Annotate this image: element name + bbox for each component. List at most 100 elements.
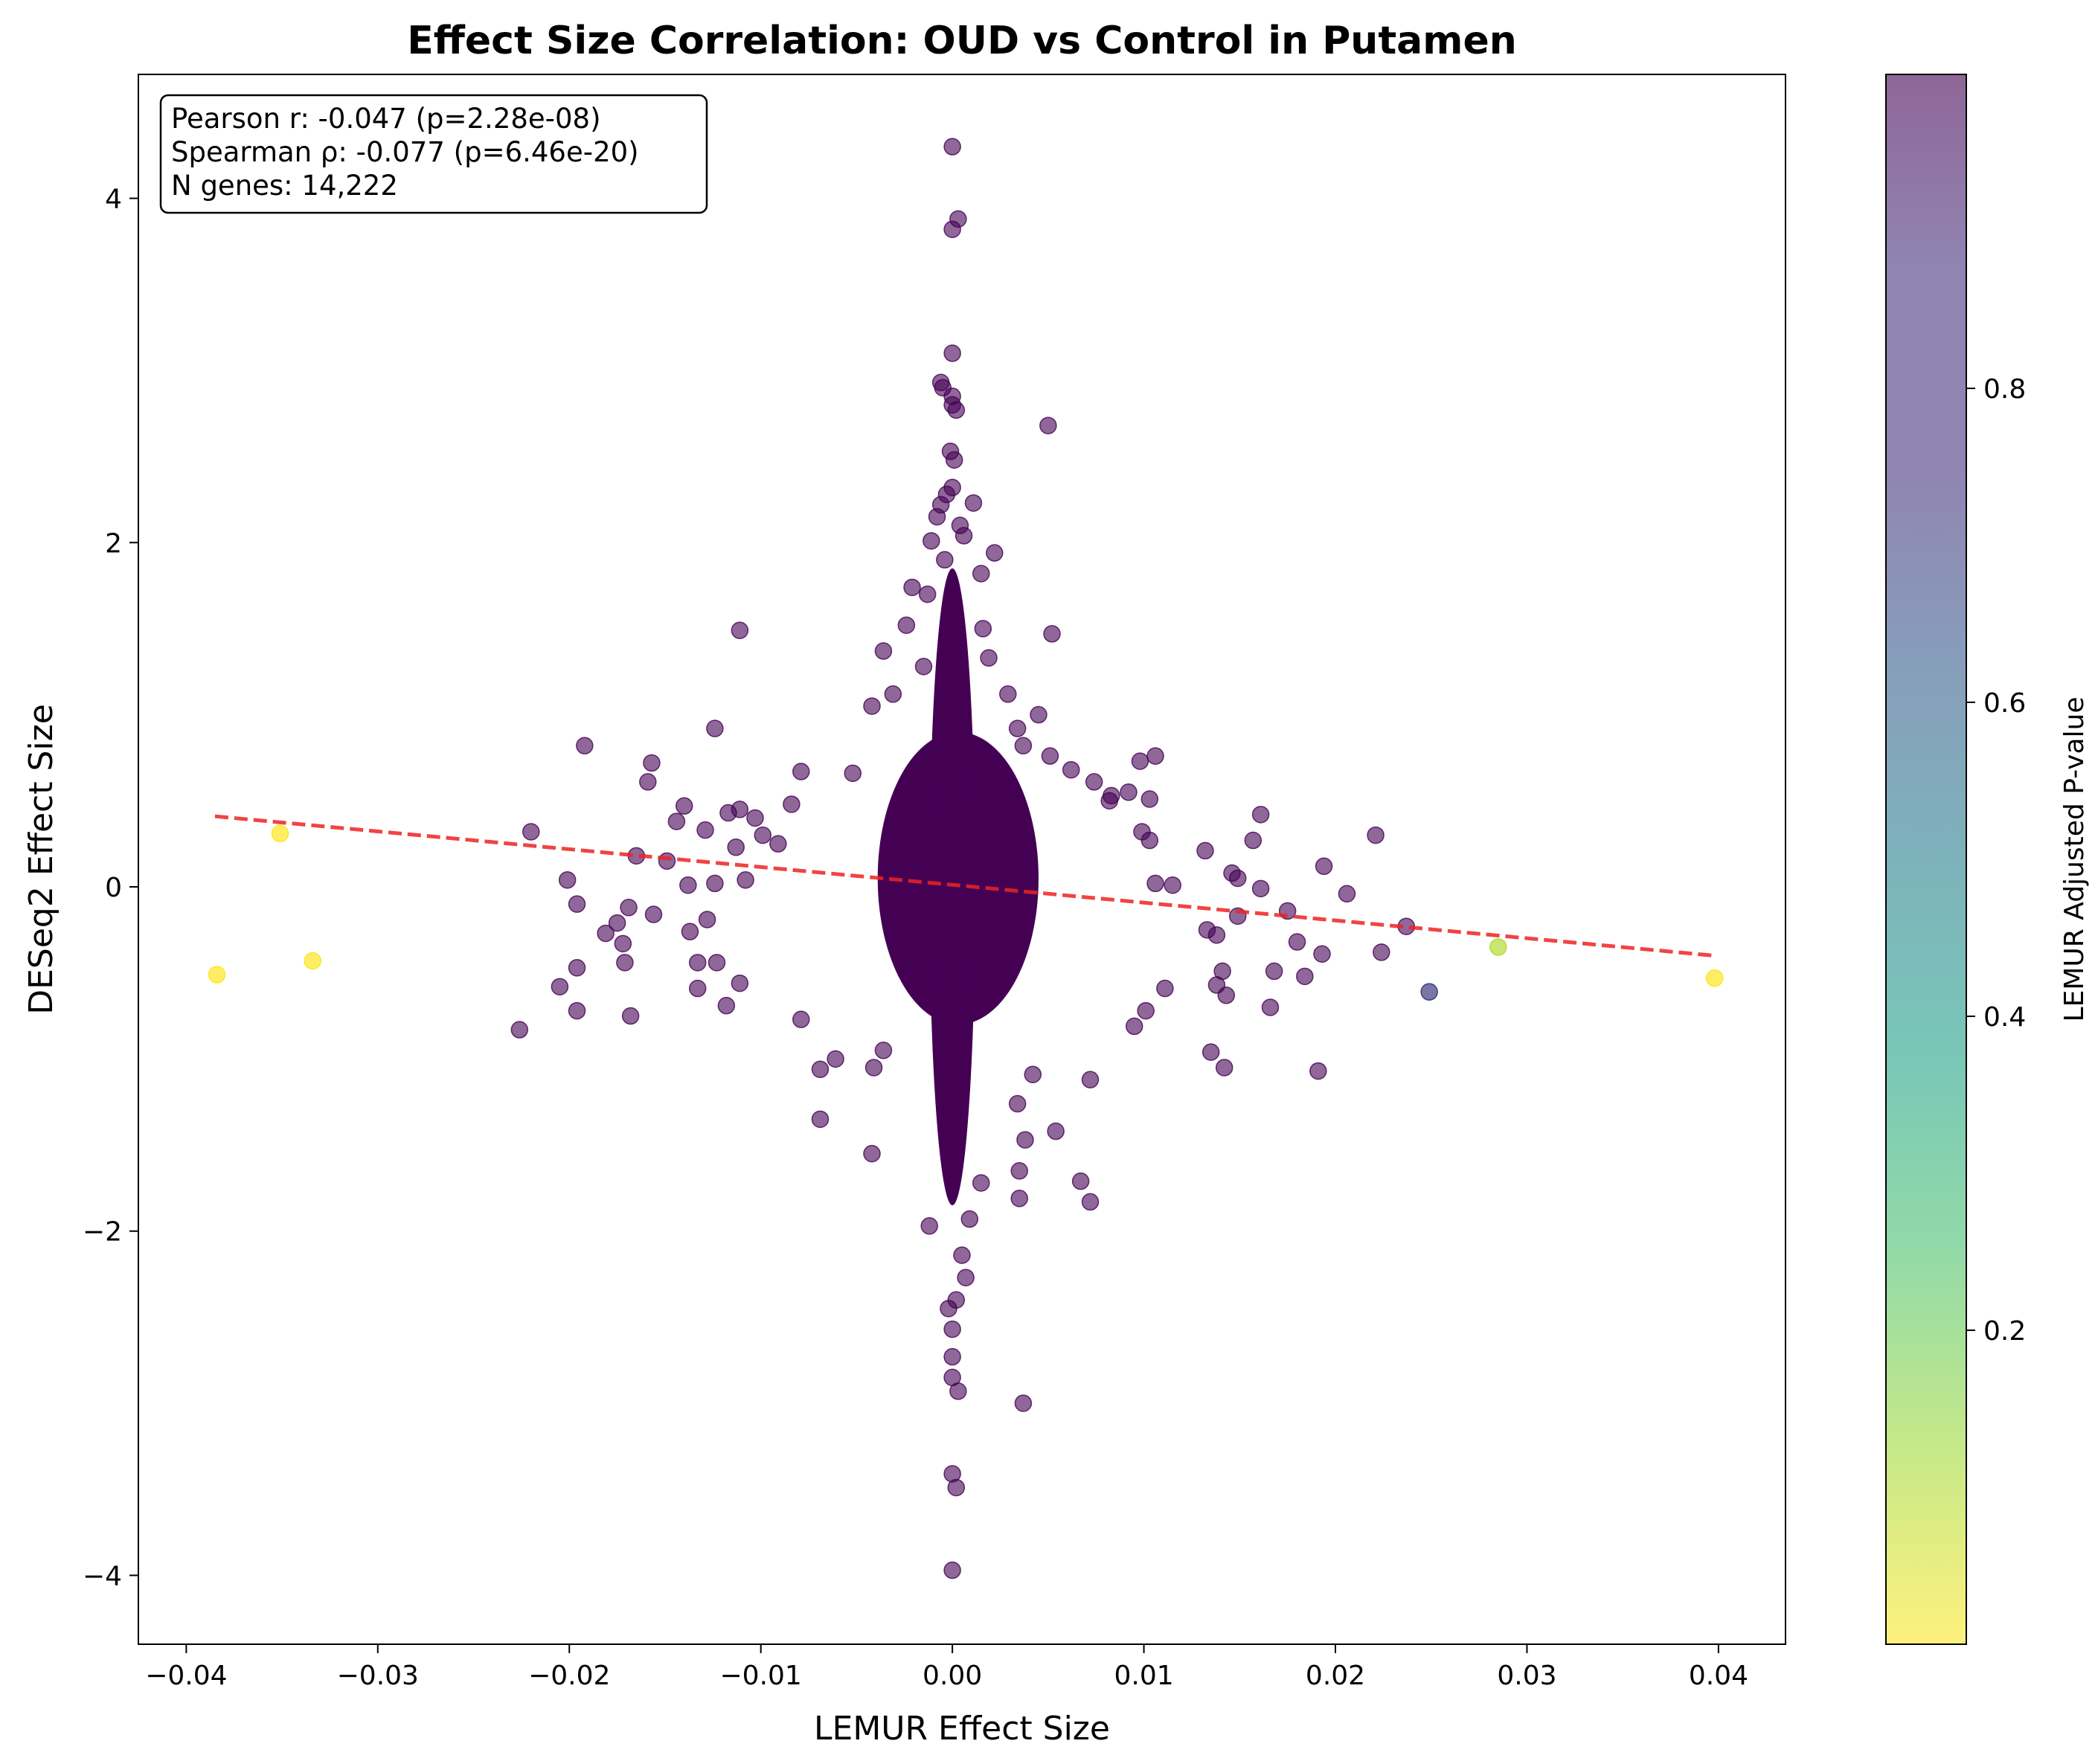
x-axis-ticks: −0.04 −0.03 −0.02 −0.01 0.00 0.01 0.02 0.03 0.04 — [145, 1644, 1748, 1691]
y-tick-label-0: −4 — [83, 1561, 122, 1591]
stats-box-frame — [159, 94, 708, 214]
data-point-33 — [884, 685, 902, 703]
data-point-116 — [1217, 987, 1236, 1004]
data-point-61 — [754, 826, 772, 844]
data-point-46 — [792, 763, 810, 780]
data-point-125 — [864, 1059, 883, 1077]
data-point-39 — [1014, 737, 1033, 755]
data-point-148 — [949, 1382, 967, 1400]
data-point-49 — [675, 797, 693, 815]
data-point-128 — [1081, 1071, 1100, 1088]
data-point-36 — [706, 719, 724, 737]
dense-core-spike — [929, 568, 976, 1206]
data-point-134 — [1010, 1162, 1028, 1180]
colorbar-tick-label-0: 0.2 — [1983, 1316, 2026, 1347]
data-point-118 — [1137, 1001, 1155, 1020]
data-point-132 — [1016, 1131, 1034, 1149]
data-point-98 — [708, 954, 726, 972]
data-point-22 — [972, 565, 990, 583]
data-point-3 — [943, 344, 961, 362]
data-point-109 — [1296, 967, 1314, 986]
data-point-27 — [1043, 625, 1061, 643]
data-point-71 — [1244, 831, 1263, 850]
data-point-18 — [955, 527, 973, 545]
colorbar-tick-label-3: 0.8 — [1983, 374, 2026, 405]
data-point-65 — [1367, 826, 1385, 844]
data-point-95 — [614, 934, 632, 953]
data-point-104 — [1373, 943, 1390, 961]
data-point-101 — [1265, 962, 1283, 981]
colorbar-tick-label-1: 0.4 — [1983, 1002, 2026, 1033]
data-point-25 — [731, 621, 749, 640]
data-point-146 — [943, 1347, 961, 1366]
data-point-100 — [568, 959, 586, 977]
highlighted-point-2 — [304, 952, 322, 970]
data-point-45 — [1062, 760, 1080, 779]
data-point-106 — [688, 979, 707, 998]
data-point-57 — [783, 795, 801, 813]
data-point-74 — [679, 876, 697, 894]
data-point-56 — [1140, 790, 1159, 808]
highlighted-point-5 — [1705, 969, 1724, 987]
plot-frame — [138, 74, 1786, 1645]
data-point-32 — [999, 685, 1017, 703]
data-point-94 — [1288, 933, 1306, 951]
highlighted-point-3 — [1420, 983, 1438, 1001]
colorbar-ticks: 0.2 0.4 0.6 0.8 — [1966, 374, 2026, 1347]
data-point-15 — [964, 494, 983, 512]
data-point-149 — [1014, 1394, 1033, 1412]
data-point-84 — [620, 899, 638, 917]
stats-box: Pearson r: -0.047 (p=2.28e-08) Spearman … — [159, 94, 708, 214]
data-point-60 — [696, 821, 714, 839]
stats-spearman: Spearman ρ: -0.077 (p=6.46e-20) — [171, 136, 639, 168]
highlighted-point-0 — [208, 966, 226, 984]
data-point-126 — [874, 1042, 893, 1059]
data-point-85 — [644, 905, 663, 923]
data-point-111 — [568, 1001, 586, 1020]
chart-title: Effect Size Correlation: OUD vs Control … — [407, 19, 1517, 63]
data-point-43 — [1131, 752, 1149, 770]
data-point-144 — [940, 1300, 957, 1318]
x-tick-label-6: 0.02 — [1306, 1661, 1365, 1691]
data-point-26 — [974, 620, 992, 638]
data-point-112 — [621, 1007, 640, 1025]
data-point-78 — [1228, 869, 1247, 888]
data-point-72 — [1315, 857, 1333, 876]
data-point-44 — [639, 773, 657, 791]
data-point-20 — [986, 544, 1004, 562]
data-point-122 — [1309, 1062, 1327, 1080]
data-point-90 — [1207, 926, 1226, 944]
data-point-114 — [792, 1010, 810, 1028]
x-tick-label-5: 0.01 — [1114, 1661, 1173, 1691]
data-point-103 — [1313, 945, 1331, 963]
data-point-59 — [522, 823, 540, 841]
data-point-24 — [918, 585, 937, 603]
x-tick-label-3: −0.01 — [720, 1661, 802, 1691]
data-point-9 — [1039, 417, 1057, 434]
data-point-97 — [688, 954, 707, 972]
data-point-11 — [945, 451, 963, 469]
data-point-105 — [551, 978, 569, 995]
data-point-29 — [980, 649, 998, 667]
data-point-152 — [943, 1561, 961, 1579]
data-point-38 — [576, 737, 594, 755]
data-point-48 — [844, 764, 862, 783]
data-point-119 — [1125, 1017, 1143, 1036]
data-point-113 — [717, 996, 736, 1015]
data-point-31 — [914, 658, 933, 676]
data-point-19 — [923, 532, 940, 550]
data-point-47 — [1085, 773, 1103, 791]
data-point-2 — [943, 220, 961, 238]
data-point-23 — [903, 578, 921, 597]
data-point-0 — [943, 138, 961, 155]
data-point-37 — [1008, 719, 1027, 737]
data-point-110 — [1156, 979, 1174, 998]
data-point-87 — [608, 914, 626, 932]
data-point-130 — [1008, 1094, 1027, 1113]
data-point-142 — [957, 1269, 975, 1286]
data-point-133 — [863, 1144, 881, 1163]
colorbar-gradient — [1886, 74, 1966, 1644]
data-point-54 — [1120, 783, 1138, 801]
data-point-88 — [698, 911, 716, 928]
data-point-73 — [558, 871, 577, 889]
